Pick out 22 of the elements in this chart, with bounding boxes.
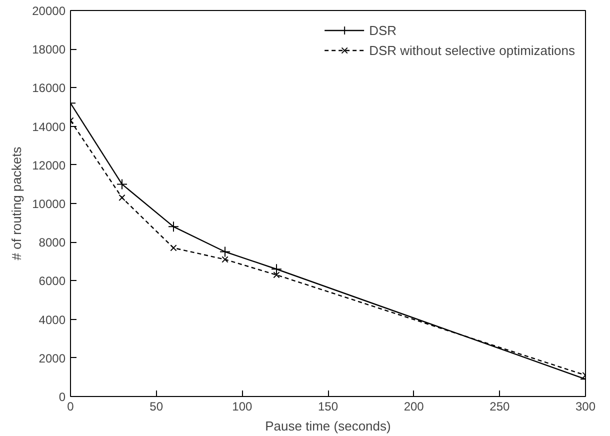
y-tick-label: 12000 bbox=[32, 158, 66, 172]
y-axis-title: # of routing packets bbox=[9, 146, 24, 260]
y-tick-label: 8000 bbox=[38, 236, 66, 250]
x-axis-title: Pause time (seconds) bbox=[265, 418, 391, 434]
x-tick-label: 150 bbox=[318, 400, 338, 414]
legend-label: DSR without selective optimizations bbox=[369, 42, 575, 58]
legend-label: DSR bbox=[369, 22, 397, 38]
y-tick-label: 2000 bbox=[38, 351, 66, 366]
y-tick-label: 14000 bbox=[32, 120, 66, 134]
y-tick-label: 16000 bbox=[32, 81, 66, 96]
y-tick-label: 0 bbox=[58, 390, 66, 404]
y-tick-label: 20000 bbox=[32, 4, 66, 18]
y-tick-label: 6000 bbox=[38, 274, 66, 288]
x-tick-label: 200 bbox=[404, 400, 424, 414]
y-tick-label: 4000 bbox=[38, 312, 66, 327]
x-tick-label: 250 bbox=[490, 400, 510, 414]
x-tick-label: 50 bbox=[150, 400, 164, 414]
x-tick-label: 100 bbox=[232, 400, 253, 414]
x-tick-label: 0 bbox=[67, 400, 74, 414]
y-tick-label: 10000 bbox=[32, 197, 66, 211]
y-tick-label: 18000 bbox=[32, 42, 66, 57]
x-tick-label: 300 bbox=[575, 400, 596, 414]
